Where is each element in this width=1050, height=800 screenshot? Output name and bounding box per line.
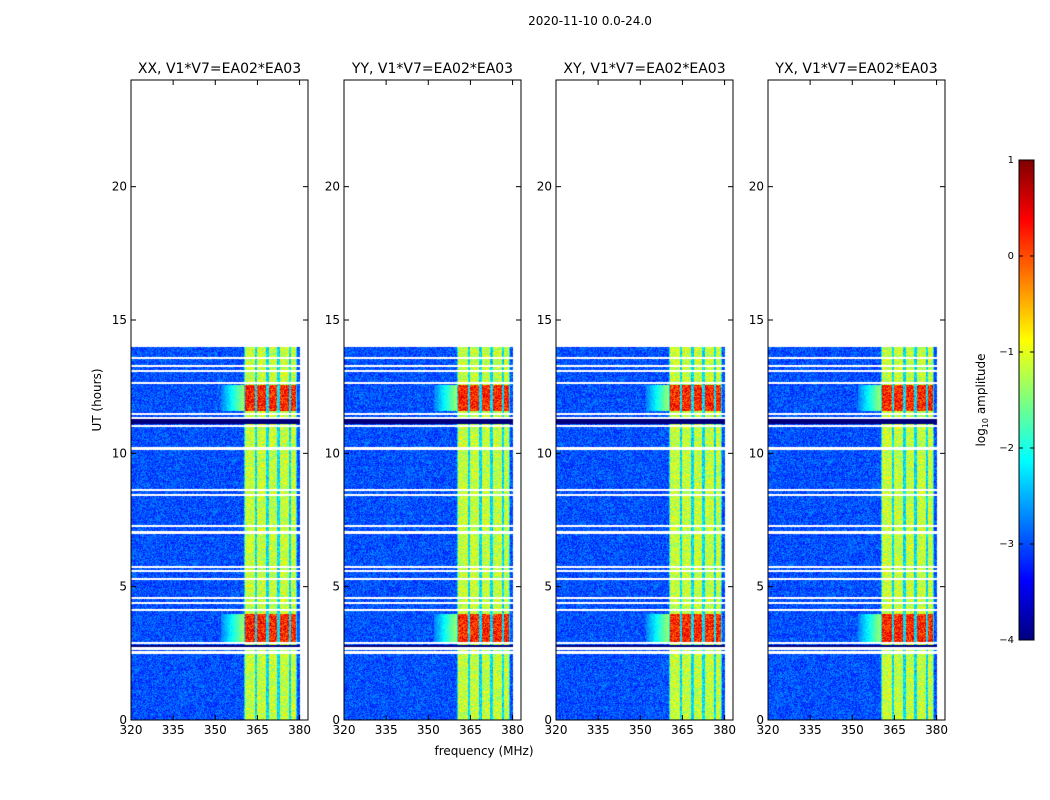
x-tick-label: 380	[501, 723, 524, 737]
colorbar-tick-label: −4	[999, 635, 1014, 646]
x-tick-label: 365	[459, 723, 482, 737]
axes-frame	[555, 79, 734, 721]
y-tick-label: 0	[756, 713, 764, 727]
colorbar-gradient	[1018, 159, 1035, 641]
colorbar-tick-label: 1	[1008, 155, 1014, 166]
panel-4: YX, V1*V7=EA02*EA03 320 335 350 365 380 0 5 10 15…	[749, 61, 948, 737]
axes-frame	[130, 79, 309, 721]
x-tick-label: 320	[120, 723, 143, 737]
axes-frame	[767, 79, 946, 721]
x-tick-label: 335	[375, 723, 398, 737]
y-tick-label: 15	[537, 313, 552, 327]
y-tick-label: 20	[325, 180, 340, 194]
y-tick-label: 5	[119, 580, 127, 594]
panel-1: XX, V1*V7=EA02*EA03 320 335 350 365 380 0 5 10 15…	[112, 61, 311, 737]
x-tick-label: 350	[841, 723, 864, 737]
y-tick-label: 0	[332, 713, 340, 727]
y-tick-label: 0	[119, 713, 127, 727]
figure-title: 2020-11-10 0.0-24.0	[528, 14, 652, 28]
panel-2: YY, V1*V7=EA02*EA03 320 335 350 365 380 0 5 10 15…	[325, 61, 524, 737]
x-tick-label: 350	[204, 723, 227, 737]
panel-title: YY, V1*V7=EA02*EA03	[351, 61, 513, 77]
heatmap-image	[131, 80, 308, 720]
heatmap-image	[344, 80, 521, 720]
y-tick-label: 15	[112, 313, 127, 327]
y-tick-label: 15	[325, 313, 340, 327]
x-tick-label: 335	[162, 723, 185, 737]
x-tick-label: 320	[333, 723, 356, 737]
y-tick-label: 10	[537, 446, 552, 460]
axes-frame	[343, 79, 522, 721]
panel-title: XX, V1*V7=EA02*EA03	[138, 61, 301, 77]
y-tick-label: 0	[544, 713, 552, 727]
y-tick-label: 5	[756, 580, 764, 594]
colorbar-label: log10 amplitude	[974, 354, 990, 447]
x-tick-label: 365	[246, 723, 269, 737]
x-tick-label: 320	[545, 723, 568, 737]
x-tick-label: 320	[757, 723, 780, 737]
y-tick-label: 20	[537, 180, 552, 194]
x-tick-label: 350	[417, 723, 440, 737]
colorbar-tick-label: −1	[999, 347, 1014, 358]
heatmap-image	[768, 80, 945, 720]
colorbar: 1 0 −1 −2 −3 −4 log10 amplitude	[974, 155, 1035, 646]
heatmap-image	[556, 80, 733, 720]
colorbar-tick-label: −2	[999, 443, 1014, 454]
y-tick-label: 5	[332, 580, 340, 594]
x-tick-label: 380	[713, 723, 736, 737]
x-tick-label: 335	[799, 723, 822, 737]
x-tick-label: 365	[671, 723, 694, 737]
x-tick-label: 380	[925, 723, 948, 737]
y-tick-label: 5	[544, 580, 552, 594]
y-tick-label: 15	[749, 313, 764, 327]
x-tick-label: 380	[288, 723, 311, 737]
panel-3: XY, V1*V7=EA02*EA03 320 335 350 365 380 0 5 10 15…	[537, 61, 736, 737]
colorbar-tick-label: −3	[999, 539, 1014, 550]
y-axis-label: UT (hours)	[90, 368, 104, 431]
y-tick-label: 20	[112, 180, 127, 194]
colorbar-tick-label: 0	[1008, 251, 1014, 262]
y-tick-label: 10	[112, 446, 127, 460]
x-tick-label: 365	[883, 723, 906, 737]
x-tick-label: 335	[587, 723, 610, 737]
panels: XX, V1*V7=EA02*EA03 320 335 350 365 380 0 5 10 15…	[112, 61, 948, 737]
x-tick-label: 350	[629, 723, 652, 737]
panel-title: YX, V1*V7=EA02*EA03	[774, 61, 937, 77]
y-tick-label: 10	[749, 446, 764, 460]
panel-title: XY, V1*V7=EA02*EA03	[563, 61, 725, 77]
x-axis-label: frequency (MHz)	[434, 744, 533, 758]
y-tick-label: 20	[749, 180, 764, 194]
y-tick-label: 10	[325, 446, 340, 460]
